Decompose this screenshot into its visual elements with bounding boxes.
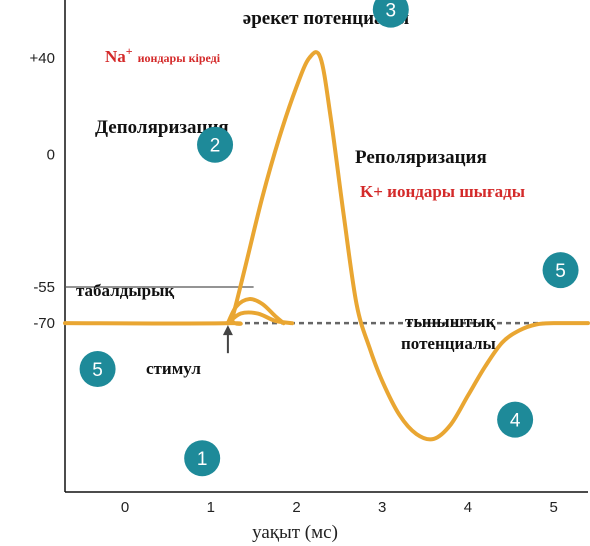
threshold-label: табалдырық [76,281,174,300]
curves [63,50,590,442]
repolarization-label: Реполяризация [355,147,487,168]
resting-potential-label-line1: тыныштық [405,312,496,331]
badge-number: 1 [197,449,208,470]
phase-badge-5: 5 [542,252,579,289]
badge-number: 4 [510,411,521,432]
badge-number: 5 [92,360,103,381]
axes: 0 1 2 3 4 5 +40 0 -55 -70 уақыт (мс) [30,0,588,543]
phase-badge-3: 3 [372,0,409,28]
x-tick-label: 3 [378,499,386,516]
curve-failed-initiation-1 [225,297,286,326]
badge-number: 2 [210,136,221,157]
phase-badge-1: 1 [184,440,221,477]
guide-lines [65,286,588,354]
phase-badges: 1 2 3 4 5 5 [79,0,579,477]
y-tick-label: -55 [33,279,55,296]
badge-circle [542,252,579,289]
curve-failed-initiation-2 [225,310,295,326]
annotation-labels: әрекет потенциалы Na+ иондары кіреді Депо… [76,8,525,378]
chart-title: әрекет потенциалы [243,8,410,29]
resting-potential-label-line2: потенциалы [401,334,496,353]
stimulus-arrow-head [222,325,233,336]
badge-number: 3 [386,1,397,22]
na-ion-label: Na+ иондары кіреді [105,44,221,66]
phase-badge-4: 4 [497,401,534,438]
x-tick-label: 2 [292,499,300,516]
curve-action-potential [63,50,590,442]
x-tick-label: 1 [207,499,215,516]
y-tick-label: 0 [47,146,55,163]
phase-badge-2: 2 [197,126,234,163]
badge-circle [497,401,534,438]
badge-circle [79,351,116,387]
badge-circle [372,0,409,28]
depolarization-label: Деполяризация [95,117,229,138]
k-ion-label: K+ иондары шығады [360,182,525,201]
x-axis-label: уақыт (мс) [252,522,338,543]
badge-circle [197,126,234,163]
y-tick-label: -70 [33,315,55,332]
x-tick-label: 5 [550,499,558,516]
badge-number: 5 [555,261,566,282]
x-tick-label: 0 [121,499,129,516]
x-tick-label: 4 [464,499,472,516]
phase-badge-5: 5 [79,351,116,387]
stimulus-label: стимул [146,359,201,378]
badge-circle [184,440,221,477]
y-tick-label: +40 [30,50,55,67]
